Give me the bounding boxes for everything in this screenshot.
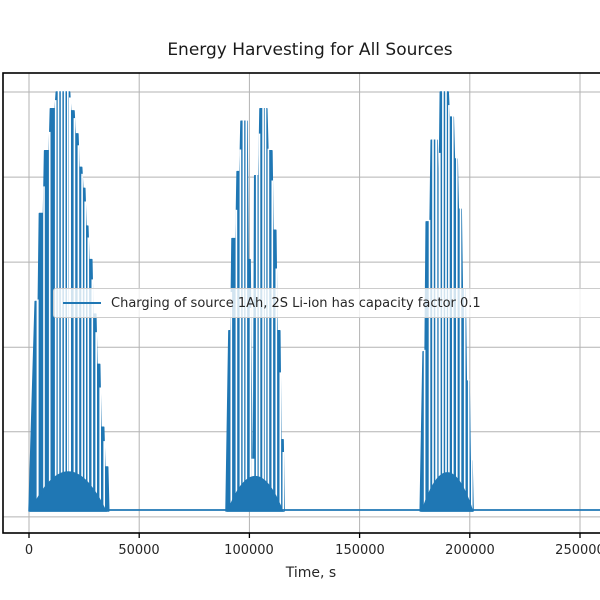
burst-1-gap — [99, 387, 101, 511]
burst-3-gap — [456, 157, 458, 511]
legend-label: Charging of source 1Ah, 2S Li-ion has ca… — [111, 295, 481, 311]
burst-1-gap — [36, 299, 39, 511]
burst-1-gap — [43, 186, 45, 511]
burst-2-gap — [230, 292, 233, 511]
burst-1-gap — [91, 279, 94, 511]
x-tick-label-0: 0 — [24, 543, 34, 558]
burst-1-gap — [48, 131, 51, 511]
burst-3-gap — [435, 138, 438, 511]
burst-2-gap — [279, 372, 282, 511]
burst-2-gap — [255, 173, 258, 512]
x-tick-label-200000: 200000 — [445, 543, 495, 558]
legend: Charging of source 1Ah, 2S Li-ion has ca… — [53, 288, 600, 318]
burst-3-dome — [421, 472, 474, 512]
burst-2-gap — [282, 452, 285, 511]
x-axis-label: Time, s — [285, 565, 337, 581]
x-tick-label-100000: 100000 — [224, 543, 274, 558]
burst-3-gap — [438, 152, 441, 511]
legend-line-sample-icon — [63, 302, 101, 304]
axes-frame — [2, 72, 600, 534]
burst-3-gap — [463, 286, 466, 511]
burst-3-gap — [471, 458, 473, 511]
burst-2-gap — [249, 307, 252, 511]
burst-1-dome — [29, 471, 107, 512]
burst-2-gap — [235, 209, 238, 512]
burst-3-gap — [432, 138, 434, 511]
burst-1-gap — [81, 173, 83, 512]
burst-3-gap — [459, 207, 462, 512]
burst-3-gap — [467, 379, 470, 511]
burst-2-dome — [226, 475, 284, 512]
x-tick-label-50000: 50000 — [118, 543, 160, 558]
burst-1-gap — [87, 237, 90, 511]
burst-1-gap — [84, 201, 86, 511]
burst-3-gap — [423, 349, 426, 511]
burst-1-gap — [77, 145, 80, 512]
burst-1-gap — [103, 441, 105, 511]
x-tick-label-150000: 150000 — [335, 543, 385, 558]
burst-2-gap — [271, 180, 274, 511]
chart-title: Energy Harvesting for All Sources — [167, 40, 453, 60]
burst-3-gap — [428, 219, 431, 511]
burst-2-gap — [239, 149, 242, 511]
burst-2-gap — [275, 268, 278, 511]
burst-1-gap — [95, 332, 97, 511]
burst-2-gap — [258, 133, 261, 511]
x-tick-label-250000: 250000 — [555, 543, 600, 558]
burst-2-gap — [267, 148, 270, 511]
